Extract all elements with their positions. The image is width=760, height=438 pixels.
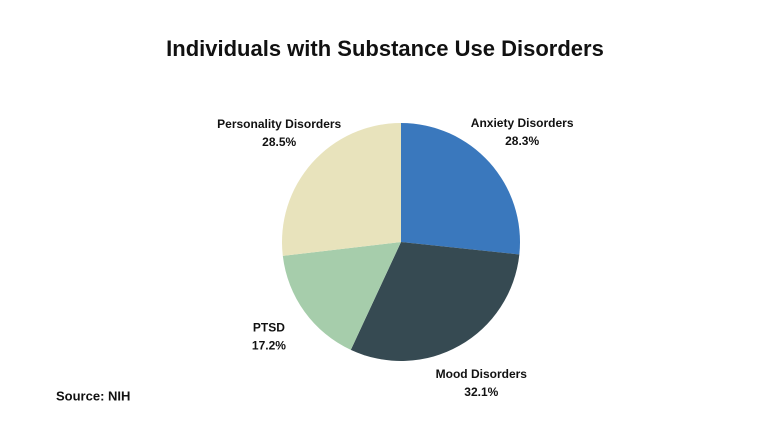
pie-slice bbox=[350, 242, 520, 361]
chart-title: Individuals with Substance Use Disorders bbox=[166, 36, 604, 61]
pie-slice bbox=[282, 242, 401, 350]
pie-slice bbox=[401, 123, 520, 255]
pie-slice bbox=[282, 123, 401, 256]
slice-label: Personality Disorders bbox=[217, 117, 341, 131]
slice-label: Mood Disorders bbox=[436, 367, 528, 381]
slice-value: 28.3% bbox=[505, 134, 539, 148]
source: Source: NIH bbox=[56, 388, 130, 403]
slice-value: 17.2% bbox=[252, 339, 286, 353]
slice-label: PTSD bbox=[253, 321, 285, 335]
slice-label: Anxiety Disorders bbox=[471, 116, 574, 130]
slice-value: 28.5% bbox=[262, 135, 296, 149]
slice-value: 32.1% bbox=[464, 385, 498, 399]
